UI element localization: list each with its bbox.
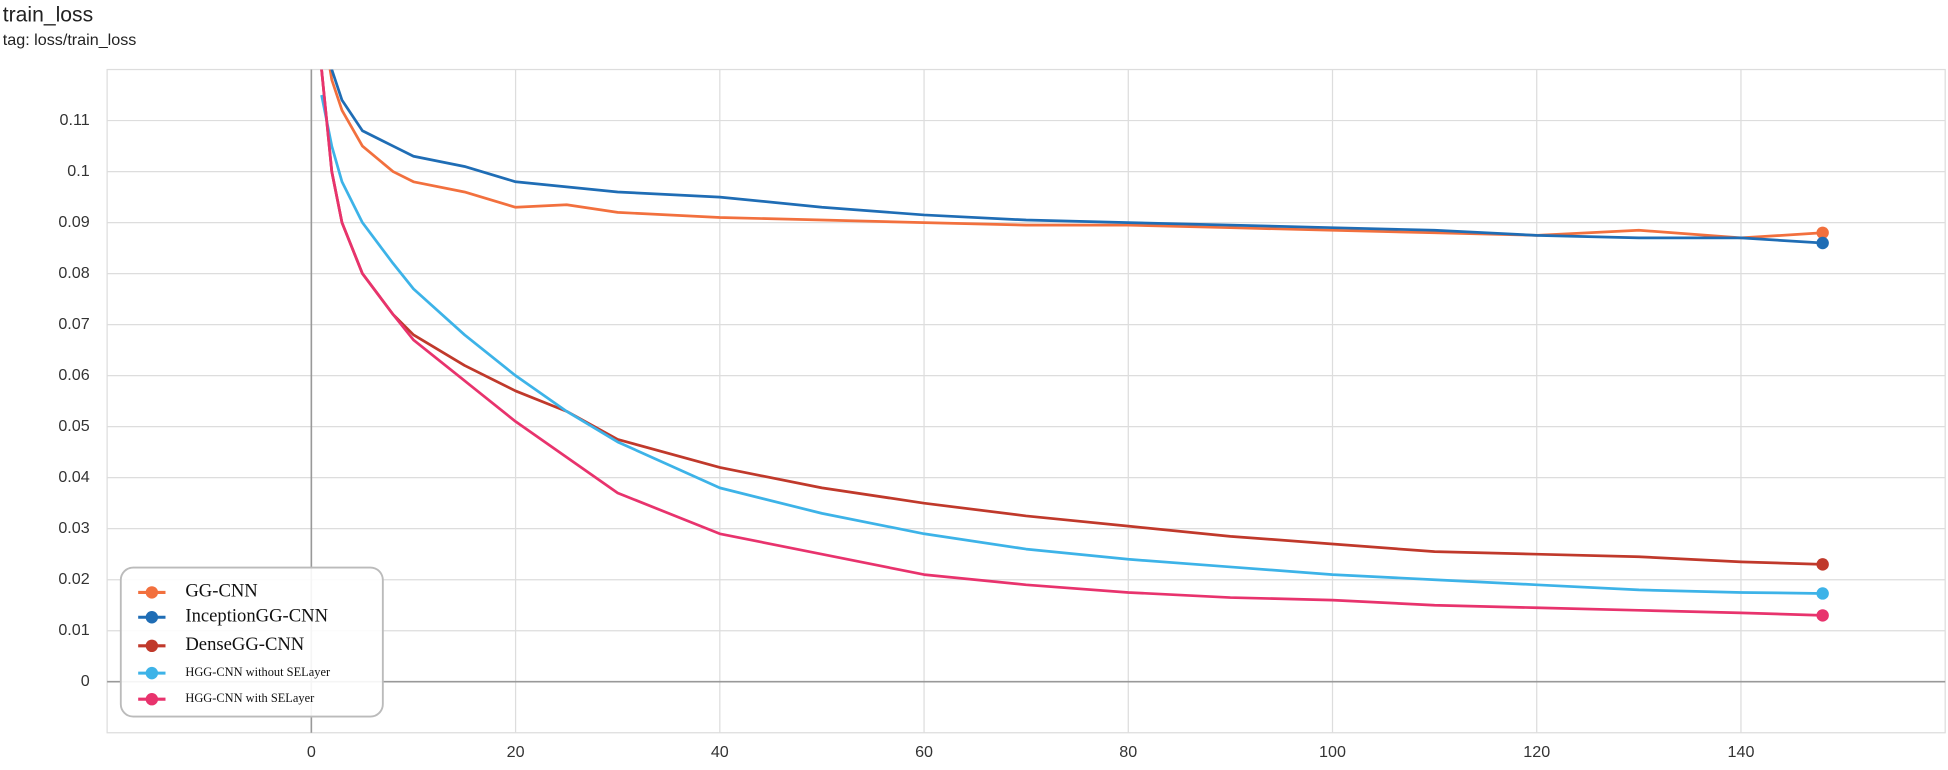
legend-swatch — [145, 586, 159, 599]
legend-swatch — [145, 666, 159, 680]
series-line — [320, 69, 1823, 617]
end-point — [1816, 226, 1829, 240]
y-tick-label: 0.03 — [58, 519, 89, 537]
plot-frame — [106, 68, 1946, 734]
y-tick-label: 0.04 — [58, 468, 89, 486]
y-tick-label: 0.11 — [60, 111, 90, 129]
x-tick-label: 20 — [507, 743, 525, 761]
end-point — [1816, 609, 1829, 622]
y-tick-label: 0.06 — [58, 366, 89, 384]
legend-label: HGG-CNN without SELayer — [185, 665, 331, 679]
y-tick-label: 0.09 — [58, 213, 89, 231]
x-tick-label: 100 — [1319, 743, 1346, 761]
series-line — [328, 69, 1823, 240]
y-tick-label: 0.08 — [58, 264, 89, 282]
chart-title: train_loss — [3, 4, 93, 27]
legend-label: GG-CNN — [185, 581, 258, 602]
series-line — [320, 69, 1823, 566]
legend-swatch — [145, 639, 159, 653]
x-tick-label: 140 — [1728, 743, 1755, 761]
legend-swatch — [145, 693, 159, 706]
end-point — [1816, 558, 1829, 571]
x-tick-label: 120 — [1523, 743, 1550, 761]
y-tick-label: 0.01 — [58, 621, 89, 639]
plot-area — [320, 69, 1829, 622]
x-tick-label: 40 — [711, 743, 729, 761]
y-tick-label: 0.02 — [58, 570, 89, 588]
legend-swatch — [145, 611, 159, 624]
legend-box — [119, 566, 384, 718]
legend: GG-CNN InceptionGG-CNN DenseGG-CNN HGG-CNN … — [119, 566, 384, 718]
x-tick-label: 80 — [1119, 743, 1137, 761]
y-tick-label: 0 — [81, 672, 90, 690]
legend-label: HGG-CNN with SELayer — [185, 691, 315, 705]
y-tick-label: 0.05 — [58, 417, 89, 435]
end-point — [1816, 236, 1829, 250]
series-line — [320, 94, 1823, 595]
chart-subtitle: tag: loss/train_loss — [3, 31, 137, 49]
grid: 0 0.01 0.02 0.03 0.04 0.05 0.06 0.07 0.08 0.09 0.1… — [58, 68, 1946, 761]
series-line — [330, 69, 1823, 245]
legend-label: DenseGG-CNN — [185, 634, 304, 655]
y-tick-label: 0.1 — [67, 162, 89, 180]
end-point — [1816, 587, 1829, 600]
x-tick-label: 0 — [307, 743, 316, 761]
y-tick-label: 0.07 — [58, 315, 89, 333]
x-tick-label: 60 — [915, 743, 933, 761]
legend-label: InceptionGG-CNN — [185, 606, 328, 627]
